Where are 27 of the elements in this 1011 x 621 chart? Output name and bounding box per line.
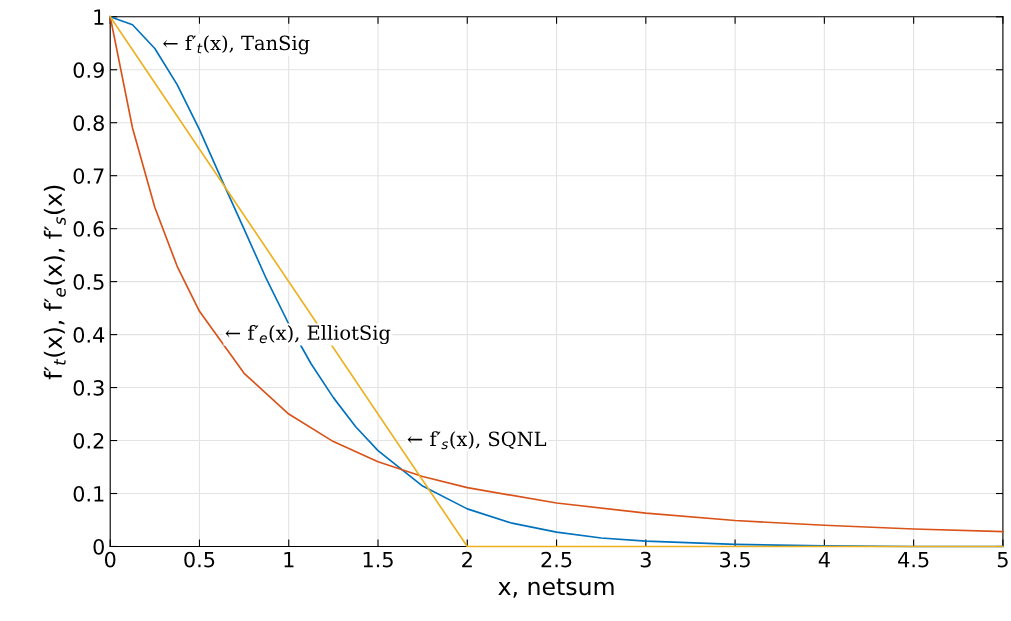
y-tick-label: 0.6 <box>73 221 105 237</box>
x-axis-title: x, netsum <box>498 578 614 598</box>
y-tick-label: 0.9 <box>73 62 104 78</box>
x-tick-label: 1.5 <box>363 551 393 568</box>
y-tick-label: 0.3 <box>73 380 104 396</box>
x-tick-label: 2.5 <box>541 551 572 568</box>
x-tick-label: 1 <box>284 551 294 568</box>
y-tick-label: 0.7 <box>73 168 104 184</box>
x-tick-label: 4.5 <box>898 551 929 568</box>
y-tick-label: 0.2 <box>73 432 104 449</box>
annotation: ← f′$_{e}$(x), ElliotSig <box>225 324 391 345</box>
y-tick-label: 1 <box>94 9 104 25</box>
x-tick-label: 5 <box>997 551 1008 568</box>
y-tick-label: 0.8 <box>73 115 104 131</box>
annotation: ← f′$_{t}$(x), TanSig <box>163 35 310 55</box>
annotation: ← f′$_{s}$(x), SQNL <box>407 431 547 450</box>
x-tick-label: 3 <box>640 551 651 568</box>
x-tick-label: 0.5 <box>184 551 215 568</box>
y-tick-label: 0.5 <box>73 274 104 290</box>
y-tick-label: 0.4 <box>73 327 105 343</box>
x-tick-label: 0 <box>104 551 116 568</box>
x-tick-label: 4 <box>818 551 830 568</box>
y-axis-title: f′$_{t}$(x), f′$_{e}$(x), f′$_{s}$(x) <box>43 185 66 380</box>
x-tick-label: 3.5 <box>720 551 750 568</box>
y-tick-label: 0 <box>93 538 104 555</box>
y-tick-label: 0.1 <box>73 485 104 502</box>
x-tick-label: 2 <box>462 551 472 568</box>
